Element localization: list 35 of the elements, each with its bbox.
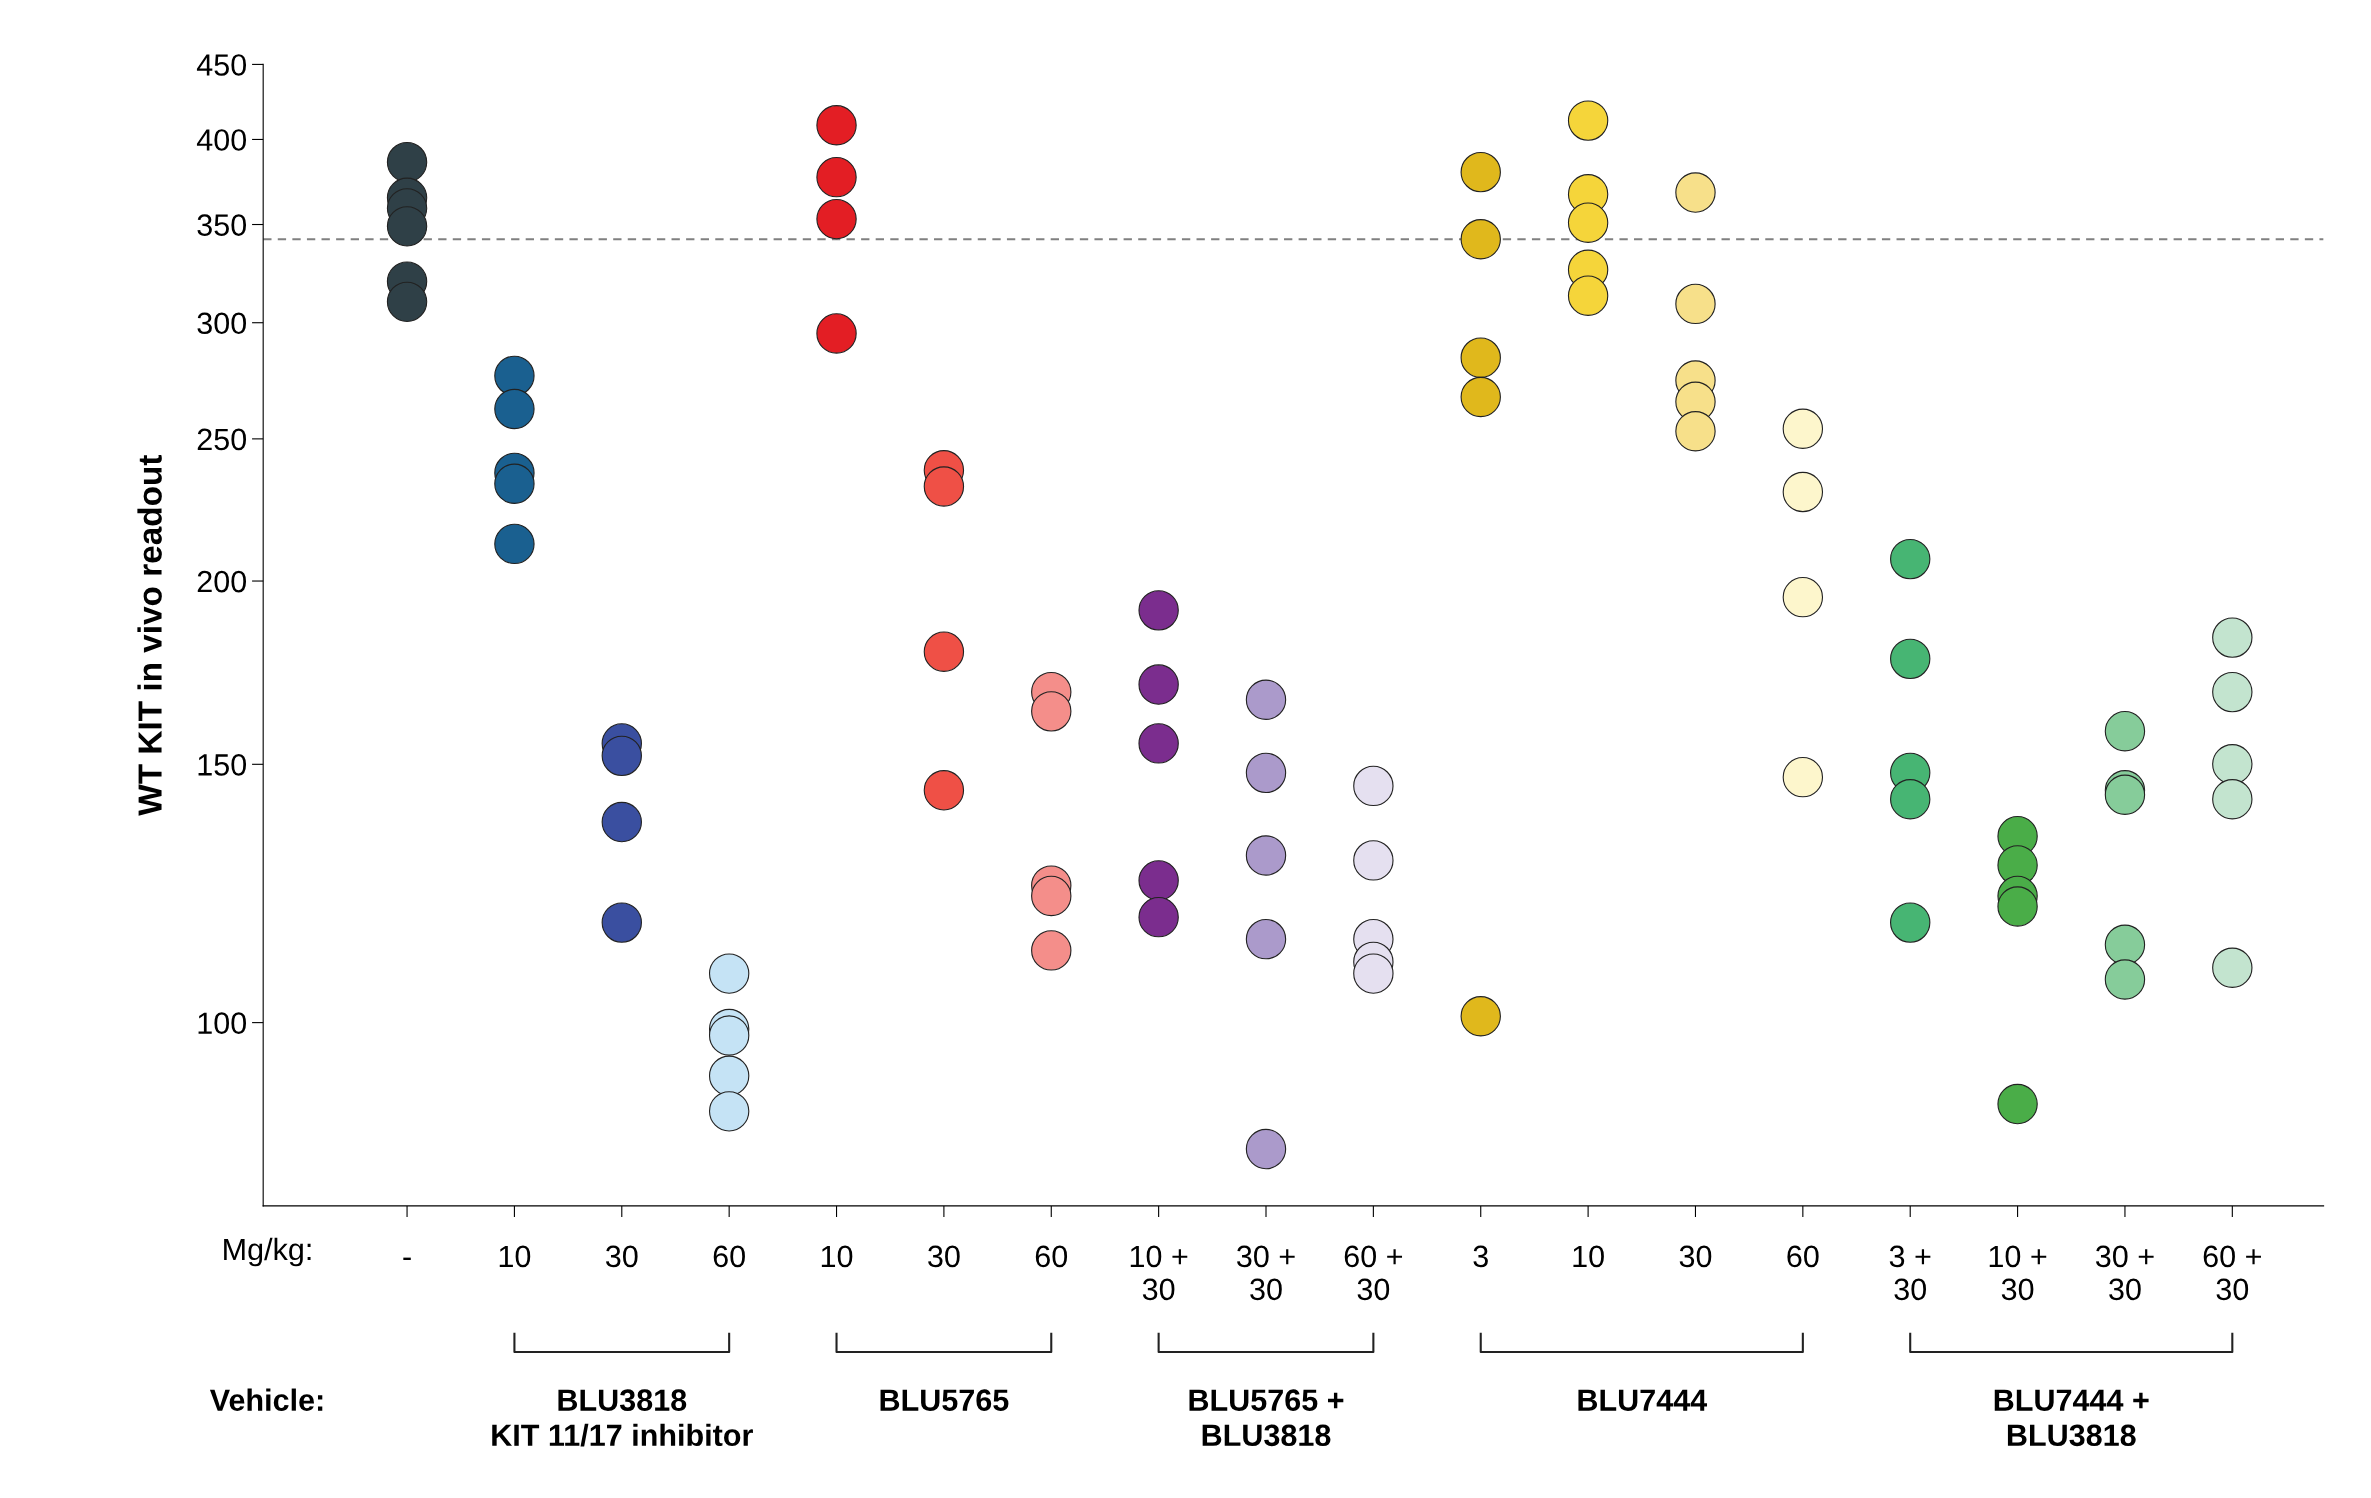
- x-tick-label: 30: [605, 1245, 638, 1268]
- text: BLU7444: [1578, 1389, 1708, 1411]
- x-tick-label: 60: [1787, 1245, 1819, 1268]
- point: [386, 281, 428, 323]
- y-tick-label: 100: [198, 1012, 247, 1034]
- x-tick-label: 10 + 30: [1989, 1245, 2047, 1301]
- x-tick-label: 3: [1473, 1245, 1488, 1268]
- x-tick-label: 30 + 30: [1237, 1245, 1295, 1301]
- x-tick-label: 10 + 30: [1130, 1245, 1188, 1301]
- x-tick-label: 30: [928, 1245, 960, 1268]
- y-tick-label: 450: [196, 54, 247, 76]
- y-tick-label: 200: [197, 570, 247, 593]
- y-tick-label: 350: [197, 214, 247, 236]
- y-tick-label: 250: [197, 428, 247, 451]
- x-tick-label: 10: [499, 1245, 531, 1268]
- y-axis-title: WT KIT in vivo readout: [137, 454, 162, 816]
- text: BLU7444 + BLU3818: [1994, 1389, 2149, 1447]
- text: Mg/kg:: [224, 1237, 311, 1267]
- text: Vehicle:: [209, 1388, 323, 1411]
- y-tick-label: 400: [196, 129, 247, 151]
- x-tick-label: 30: [1679, 1245, 1712, 1268]
- x-tick-label: 10: [1573, 1245, 1604, 1268]
- x-tick-label: 60 + 30: [1344, 1245, 1403, 1301]
- y-tick-label: 150: [198, 754, 247, 776]
- text: BLU3818 KIT 11/17 inhibitor: [492, 1389, 753, 1447]
- y-tick-label: 300: [197, 312, 247, 335]
- x-tick-label: 60 + 30: [2203, 1245, 2261, 1301]
- x-tick-label: 10: [821, 1245, 853, 1268]
- x-tick-label: 3 + 30: [1889, 1245, 1931, 1301]
- x-tick-label: 30 + 30: [2095, 1245, 2154, 1301]
- text: BLU5765: [880, 1389, 1009, 1411]
- x-tick-label: 60: [1035, 1245, 1068, 1268]
- x-tick-label: -: [403, 1257, 411, 1260]
- text: BLU5765 + BLU3818: [1189, 1389, 1344, 1447]
- x-tick-label: 60: [713, 1245, 745, 1268]
